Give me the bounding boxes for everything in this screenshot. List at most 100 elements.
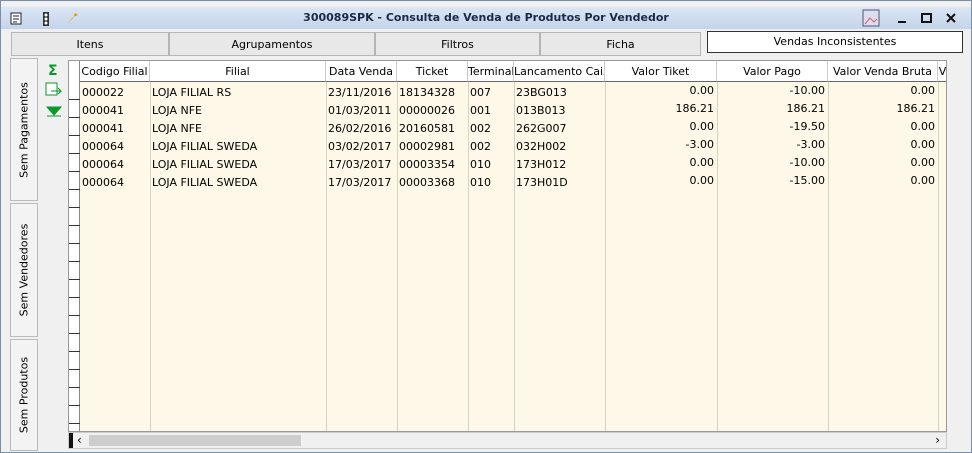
cell: 00003354 xyxy=(399,158,455,171)
cell: 000041 xyxy=(82,104,124,117)
row-tick xyxy=(69,315,80,316)
side-tab-label: Sem Produtos xyxy=(17,356,31,434)
row-tick xyxy=(69,297,80,298)
cell: 0.00 xyxy=(910,156,936,169)
window-title: 300089SPK - Consulta de Venda de Produto… xyxy=(303,11,669,24)
svg-text:Σ: Σ xyxy=(48,63,58,79)
cell: 0.00 xyxy=(910,138,936,151)
column-divider xyxy=(938,82,939,431)
column-header[interactable]: Terminal xyxy=(468,61,514,82)
row-tick xyxy=(69,243,80,244)
cell: 0.00 xyxy=(910,120,936,133)
cell: 000064 xyxy=(82,176,124,189)
cell: 007 xyxy=(470,86,491,99)
cell: 002 xyxy=(470,140,491,153)
column-header[interactable]: V xyxy=(938,61,946,82)
side-tab[interactable]: Sem Vendedores xyxy=(10,203,38,337)
column-divider xyxy=(397,82,398,431)
column-header[interactable]: Data Venda xyxy=(326,61,397,82)
cell: 010 xyxy=(470,176,491,189)
tab[interactable]: Itens xyxy=(11,32,169,56)
cell: LOJA FILIAL SWEDA xyxy=(152,158,258,171)
cell: -3.00 xyxy=(796,138,825,151)
column-header[interactable]: Valor Pago xyxy=(717,61,828,82)
cell: 23/11/2016 xyxy=(328,86,392,99)
h-scrollbar[interactable]: ‹ › xyxy=(68,432,947,449)
cell: 03/02/2017 xyxy=(328,140,392,153)
column-header[interactable]: Lancamento Caixa xyxy=(514,61,605,82)
row-tick xyxy=(69,99,80,100)
cell: 002 xyxy=(470,122,491,135)
row-tick xyxy=(69,279,80,280)
row-tick xyxy=(69,423,80,424)
row-tick xyxy=(69,387,80,388)
cell: 173H012 xyxy=(516,158,567,171)
cell: 186.21 xyxy=(675,102,715,115)
cell: 000064 xyxy=(82,140,124,153)
row-tick xyxy=(69,153,80,154)
column-divider xyxy=(150,82,151,431)
row-tick xyxy=(69,171,80,172)
cell: -10.00 xyxy=(789,156,825,169)
tab[interactable]: Vendas Inconsistentes xyxy=(707,31,963,53)
tab[interactable]: Agrupamentos xyxy=(169,32,375,56)
tool-icons[interactable]: Σ xyxy=(43,61,67,121)
column-header[interactable]: Codigo Filial xyxy=(80,61,150,82)
side-tab[interactable]: Sem Pagamentos xyxy=(10,58,38,201)
row-tick xyxy=(69,369,80,370)
row-indicator xyxy=(69,61,80,431)
cell: 000041 xyxy=(82,122,124,135)
v-scrollbar[interactable] xyxy=(947,60,963,432)
column-divider xyxy=(605,82,606,431)
column-divider xyxy=(828,82,829,431)
column-divider xyxy=(717,82,718,431)
cell: 20160581 xyxy=(399,122,455,135)
cell: 0.00 xyxy=(910,84,936,97)
cell: 00002981 xyxy=(399,140,455,153)
cell: 01/03/2011 xyxy=(328,104,392,117)
cell: 000064 xyxy=(82,158,124,171)
row-tick xyxy=(69,117,80,118)
data-grid: Codigo Filial Filial Data Venda Ticket Termi… xyxy=(68,60,947,432)
cell: 17/03/2017 xyxy=(328,176,392,189)
cell: LOJA FILIAL SWEDA xyxy=(152,140,258,153)
window-controls[interactable] xyxy=(861,9,965,27)
column-header[interactable]: Filial xyxy=(150,61,326,82)
cell: LOJA FILIAL SWEDA xyxy=(152,176,258,189)
cell: 00003368 xyxy=(399,176,455,189)
row-tick xyxy=(69,225,80,226)
row-tick xyxy=(69,135,80,136)
column-header[interactable]: Valor Venda Bruta xyxy=(828,61,938,82)
cell: 262G007 xyxy=(516,122,567,135)
tab[interactable]: Filtros xyxy=(375,32,540,56)
cell: -3.00 xyxy=(685,138,714,151)
cell: 173H01D xyxy=(516,176,568,189)
tab[interactable]: Ficha xyxy=(540,32,701,56)
cell: 23BG013 xyxy=(516,86,567,99)
cell: -10.00 xyxy=(789,84,825,97)
cell: 0.00 xyxy=(689,156,715,169)
column-header[interactable]: Ticket xyxy=(397,61,468,82)
cell: LOJA FILIAL RS xyxy=(152,86,232,99)
cell: 013B013 xyxy=(516,104,566,117)
cell: LOJA NFE xyxy=(152,104,202,117)
cell: 00000026 xyxy=(399,104,455,117)
row-tick xyxy=(69,207,80,208)
column-divider xyxy=(326,82,327,431)
cell: 186.21 xyxy=(786,102,826,115)
cell: 0.00 xyxy=(689,84,715,97)
row-tick xyxy=(69,405,80,406)
cell: 0.00 xyxy=(689,174,715,187)
title-bar xyxy=(1,7,971,29)
row-tick xyxy=(69,261,80,262)
row-tick xyxy=(69,351,80,352)
cell: 001 xyxy=(470,104,491,117)
row-tick xyxy=(69,189,80,190)
side-tab-label: Sem Pagamentos xyxy=(17,81,31,178)
cell: 010 xyxy=(470,158,491,171)
cell: 186.21 xyxy=(896,102,936,115)
column-header[interactable]: Valor Tiket xyxy=(605,61,717,82)
cell: 18134328 xyxy=(399,86,455,99)
side-tab[interactable]: Sem Produtos xyxy=(10,339,38,451)
